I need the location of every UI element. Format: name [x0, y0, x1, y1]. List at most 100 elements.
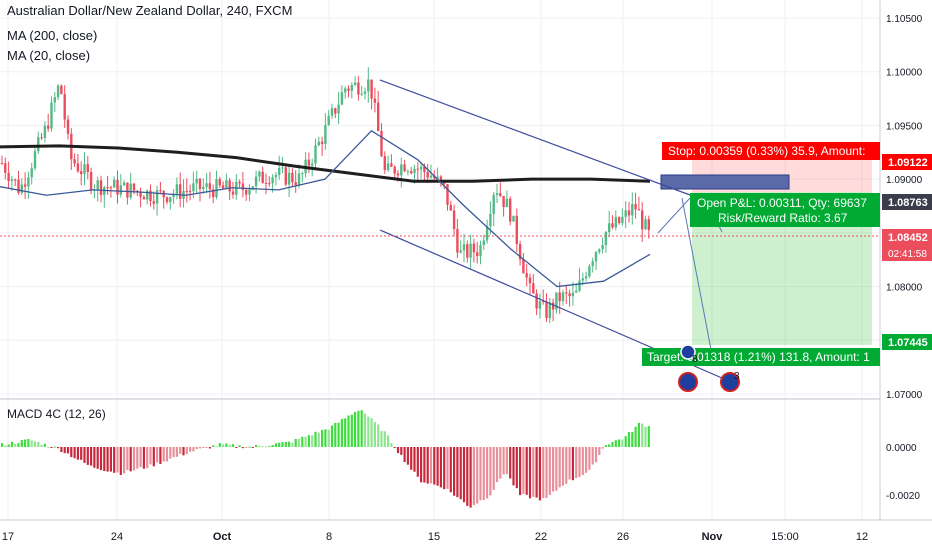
macd-bar: [436, 447, 439, 486]
candle-body: [611, 223, 614, 228]
candle-body: [452, 210, 456, 230]
macd-bar: [175, 447, 178, 457]
event-marker-2[interactable]: 3: [720, 371, 740, 392]
macd-bar: [555, 447, 558, 491]
candle-body: [142, 196, 146, 200]
candle-body: [542, 301, 545, 303]
macd-bar: [202, 447, 205, 448]
svg-text:1.07445: 1.07445: [888, 337, 928, 349]
svg-text:1.08452: 1.08452: [888, 232, 928, 244]
macd-bar: [522, 447, 525, 494]
price-tick: 1.10000: [886, 68, 923, 79]
macd-bar: [255, 444, 258, 447]
candle-body: [149, 190, 152, 202]
candle-body: [627, 210, 631, 216]
svg-text:8: 8: [692, 354, 698, 365]
macd-bar: [400, 447, 403, 455]
macd-bar: [396, 447, 400, 454]
candle-body: [637, 209, 641, 211]
macd-bar: [162, 447, 165, 462]
candle-body: [495, 193, 499, 195]
macd-bar: [565, 447, 568, 484]
candle-body: [641, 210, 644, 230]
candle-body: [532, 283, 535, 294]
candle-body: [56, 85, 60, 98]
candle-body: [254, 176, 258, 187]
macd-bar: [33, 441, 37, 447]
candle-body: [337, 104, 340, 114]
macd-bar: [538, 447, 541, 501]
event-marker-1[interactable]: 8: [678, 344, 698, 392]
candle-body: [459, 250, 462, 253]
candle-body: [53, 97, 56, 103]
candle-body: [165, 197, 169, 203]
macd-bar: [466, 447, 469, 506]
macd-bar: [235, 447, 238, 448]
time-tick: 12: [856, 531, 868, 543]
candle-body: [225, 180, 228, 189]
candle-body: [218, 179, 221, 186]
macd-bar: [423, 447, 426, 483]
macd-bar: [159, 447, 162, 465]
candle-body: [60, 85, 63, 94]
macd-bar: [611, 441, 614, 447]
macd-bar: [73, 447, 76, 459]
macd-bar: [215, 446, 218, 448]
macd-bar: [103, 447, 106, 472]
macd-bar: [601, 447, 604, 449]
macd-bar: [410, 447, 413, 470]
candle-body: [20, 184, 23, 193]
macd-bar: [340, 419, 343, 447]
candle-body: [284, 167, 287, 185]
candle-body: [241, 183, 245, 190]
candle-body: [518, 244, 522, 260]
candle-body: [423, 166, 426, 173]
target-label: Target: 0.01318 (1.21%) 131.8, Amount: 1: [642, 348, 880, 366]
macd-bar: [198, 447, 202, 449]
macd-bar: [179, 447, 182, 454]
svg-text:1.09122: 1.09122: [888, 157, 928, 169]
candle-body: [482, 240, 485, 246]
candle-body: [350, 85, 353, 91]
macd-bar: [274, 443, 277, 447]
candle-body: [598, 249, 601, 253]
candle-body: [571, 292, 575, 297]
macd-bar: [561, 447, 565, 486]
candle-body: [215, 179, 218, 198]
candle-body: [202, 186, 205, 189]
macd-bar: [545, 447, 548, 498]
candle-body: [525, 273, 528, 278]
candle-body: [169, 197, 172, 203]
candle-body: [505, 198, 509, 207]
candle-body: [136, 190, 139, 192]
time-axis-ticks: 17 24 Oct 8 15 22 26 Nov 15:00 12: [2, 531, 868, 543]
macd-bar: [301, 436, 304, 447]
macd-bar: [90, 447, 93, 466]
candle-body: [578, 280, 581, 291]
trend-channel[interactable]: [379, 79, 723, 379]
svg-text:Risk/Reward Ratio: 3.67: Risk/Reward Ratio: 3.67: [718, 211, 848, 225]
macd-bar: [53, 446, 56, 448]
macd-bar: [367, 416, 370, 447]
macd-bar: [453, 447, 456, 496]
price-tick: 1.10500: [886, 14, 923, 25]
macd-bar: [189, 447, 192, 452]
macd-bar: [360, 410, 363, 447]
entry-price-badge: 1.08763: [882, 194, 932, 210]
macd-bar: [268, 445, 271, 447]
candle-body: [76, 163, 80, 172]
macd-bar: [321, 429, 324, 447]
time-tick: 15:00: [771, 531, 799, 543]
candle-body: [489, 213, 492, 227]
candle-body: [27, 177, 30, 187]
macd-bar: [278, 442, 281, 447]
macd-bar: [57, 447, 60, 449]
candle-body: [152, 201, 155, 204]
candle-body: [469, 243, 472, 258]
macd-bar: [66, 447, 70, 454]
macd-bar: [93, 447, 96, 468]
macd-bar: [416, 447, 419, 477]
macd-bar: [357, 410, 360, 447]
macd-bar: [641, 423, 644, 447]
